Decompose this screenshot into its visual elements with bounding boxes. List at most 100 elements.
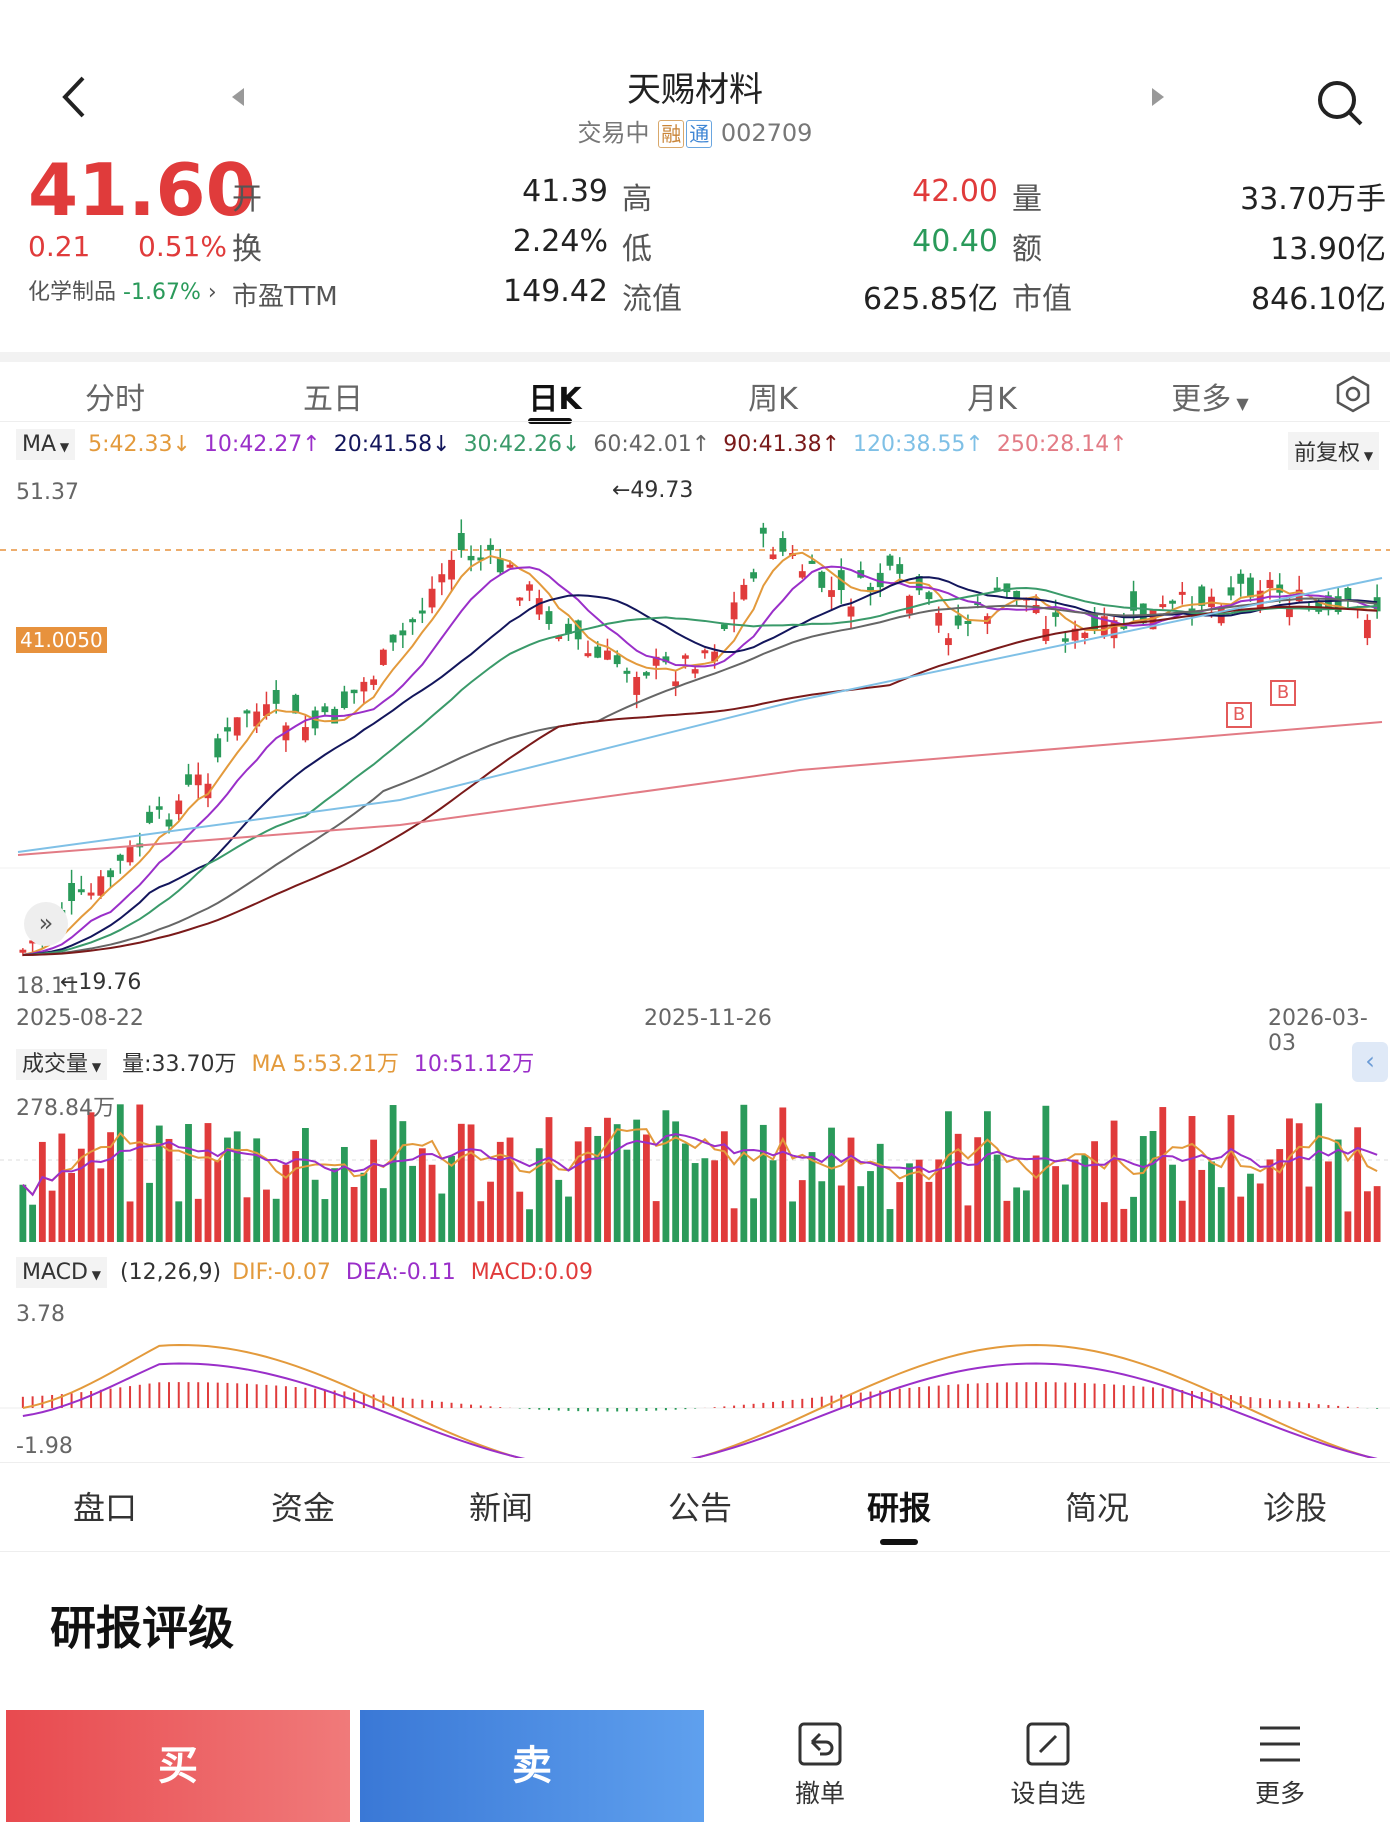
volume-bar	[876, 1143, 884, 1242]
tab-monthly-k[interactable]: 月K	[967, 382, 1017, 417]
volume-chart[interactable]	[0, 1080, 1390, 1250]
volume-bar	[126, 1201, 134, 1242]
candle-body	[750, 572, 757, 579]
tab-more[interactable]: 更多 ▼	[1150, 374, 1270, 418]
volume-ma5: MA 5:53.21万	[251, 1052, 399, 1077]
volume-bar	[1344, 1211, 1352, 1242]
candle-body	[214, 738, 222, 758]
candle-body	[740, 584, 748, 600]
kline-chart[interactable]	[0, 470, 1390, 1010]
tab-capital[interactable]: 资金	[270, 1489, 335, 1527]
adjust-selector[interactable]: 前复权 ▼	[1288, 432, 1380, 470]
candle-body	[370, 679, 378, 685]
ma-line	[22, 565, 1378, 956]
volume-bar	[165, 1138, 173, 1242]
candle-body	[1081, 632, 1089, 638]
volume-bar	[613, 1124, 621, 1242]
chevron-left-icon: ‹	[1365, 1047, 1375, 1075]
low-value: 40.40	[912, 224, 998, 259]
candle-body	[535, 598, 543, 615]
candle-body	[993, 587, 1001, 591]
tab-announcements[interactable]: 公告	[667, 1489, 732, 1527]
undo-doc-icon	[798, 1722, 842, 1766]
more-actions-label: 更多	[1254, 1779, 1305, 1808]
volume-bar	[1325, 1161, 1332, 1242]
volume-bar	[1071, 1159, 1079, 1242]
candle-body	[555, 636, 563, 640]
menu-icon	[1260, 1726, 1300, 1762]
settings-button[interactable]	[1333, 374, 1373, 418]
collapse-panel-button[interactable]: ‹	[1352, 1042, 1388, 1082]
tab-daily-k[interactable]: 日K	[528, 382, 582, 417]
tab-profile[interactable]: 简况	[1064, 1489, 1129, 1527]
candle-body	[1344, 588, 1352, 602]
add-watchlist-button[interactable]: 设自选	[988, 1720, 1108, 1810]
expand-button[interactable]: »	[24, 902, 68, 946]
macd-ymax: 3.78	[16, 1302, 65, 1327]
last-price: 41.60	[28, 148, 256, 232]
macd-chart[interactable]	[0, 1298, 1390, 1458]
date-start: 2025-08-22	[16, 1006, 144, 1031]
stock-subtitle: 交易中 融通 002709	[0, 113, 1390, 148]
tab-intraday[interactable]: 分时	[85, 382, 145, 417]
volume-bar	[1286, 1118, 1293, 1242]
volume-bar	[370, 1139, 378, 1242]
macd-selector[interactable]: MACD ▼	[16, 1257, 107, 1288]
volume-bar	[58, 1133, 66, 1242]
volume-bar	[555, 1179, 563, 1242]
volume-bar	[282, 1164, 290, 1242]
back-button[interactable]	[55, 72, 95, 122]
ma-line	[17, 577, 1383, 853]
candle-body	[584, 653, 592, 657]
volume-value: 33.70万手	[1240, 182, 1386, 217]
tab-orderbook[interactable]: 盘口	[72, 1489, 137, 1527]
low-marker: ←19.76	[60, 970, 142, 995]
next-stock-button[interactable]	[1150, 86, 1166, 112]
candle-body	[165, 819, 173, 827]
ma-selector[interactable]: MA ▼	[16, 429, 76, 460]
tab-five-day[interactable]: 五日	[303, 382, 363, 417]
volume-bar	[97, 1168, 105, 1242]
candle-body	[1091, 614, 1098, 631]
amount-label: 额	[1012, 232, 1042, 267]
prev-stock-button[interactable]	[230, 86, 246, 112]
volume-selector[interactable]: 成交量 ▼	[16, 1049, 108, 1080]
cancel-order-button[interactable]: 撤单	[760, 1720, 880, 1810]
volume-bar	[360, 1172, 368, 1242]
buy-marker[interactable]: B	[1226, 702, 1252, 728]
tab-news[interactable]: 新闻	[468, 1489, 533, 1527]
volume-bar	[623, 1149, 631, 1242]
candle-body	[1286, 607, 1293, 618]
buy-marker[interactable]: B	[1270, 680, 1296, 706]
tab-research[interactable]: 研报	[866, 1489, 931, 1527]
volume-bar	[574, 1141, 582, 1242]
candle-body	[623, 670, 631, 674]
turnover-value: 2.24%	[512, 224, 608, 259]
volume-bar	[233, 1131, 241, 1242]
volume-bar	[769, 1160, 777, 1242]
more-actions-button[interactable]: 更多	[1220, 1720, 1340, 1810]
sector-link[interactable]: 化学制品 -1.67% ›	[28, 274, 217, 306]
search-button[interactable]	[1315, 78, 1365, 132]
candle-body	[759, 527, 767, 534]
candle-body	[643, 672, 650, 676]
candle-body	[876, 572, 884, 588]
candle-body	[418, 610, 426, 614]
volume-bar	[38, 1141, 46, 1242]
tab-weekly-k[interactable]: 周K	[748, 382, 798, 417]
volume-bar	[487, 1181, 494, 1242]
sell-button[interactable]: 卖	[360, 1710, 704, 1822]
volume-bar	[477, 1201, 485, 1242]
tab-diagnosis[interactable]: 诊股	[1262, 1489, 1327, 1527]
volume-bar	[1295, 1123, 1303, 1242]
volume-bar	[467, 1124, 475, 1242]
volume-label: 量	[1012, 182, 1042, 217]
candle-body	[1130, 591, 1137, 611]
buy-button[interactable]: 买	[6, 1710, 350, 1822]
candle-body	[633, 676, 641, 695]
volume-ma-line	[22, 1128, 1378, 1197]
candle-body	[350, 689, 358, 694]
date-mid: 2025-11-26	[644, 1006, 772, 1031]
macd-dea: DEA:-0.11	[345, 1260, 456, 1285]
